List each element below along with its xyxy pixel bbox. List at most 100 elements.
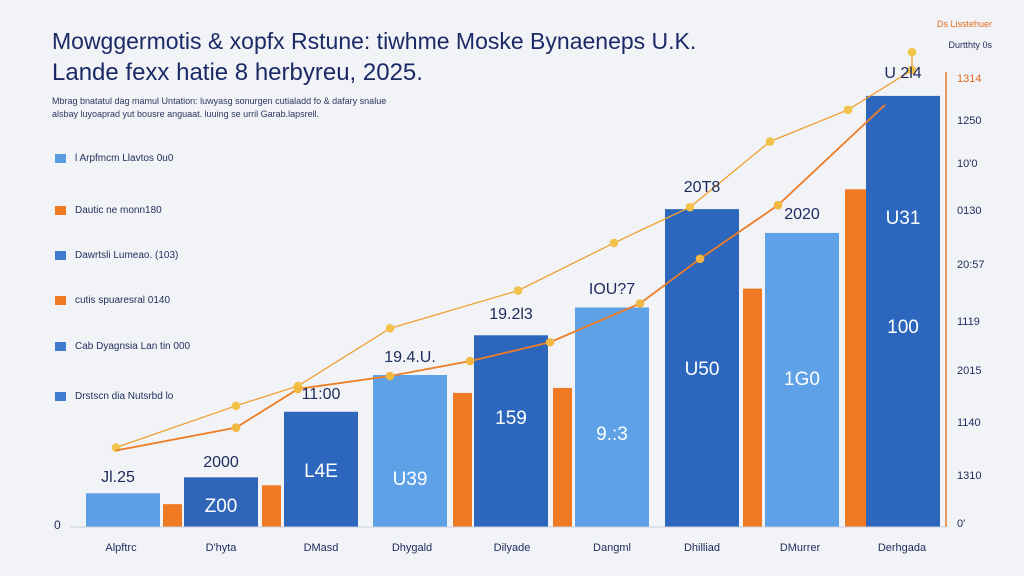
bar-7 <box>474 335 548 527</box>
legend-item: l Arpfmcm Llavtos 0u0 <box>55 150 173 166</box>
bar-value-label: U39 <box>393 469 428 490</box>
bar-8 <box>553 387 572 527</box>
bar-1 <box>163 504 182 527</box>
bar-value-label: 1G0 <box>784 369 820 390</box>
legend-label: Drstscn dia Nutsrbd lo <box>75 390 174 402</box>
legend-item: cutis spuaresral 0140 <box>55 292 170 308</box>
line-point <box>907 47 917 57</box>
x-tick-label: Alpftrc <box>105 542 137 554</box>
chart-subtitle: Lande fexx hatie 8 herbyreu, 2025. <box>52 59 423 86</box>
bar-value-label: 159 <box>495 408 527 429</box>
lines-layer <box>111 47 917 452</box>
bar-2 <box>184 477 258 527</box>
legend-item: Dautic ne monn180 <box>55 202 162 218</box>
line-point <box>907 65 917 75</box>
legend-label: l Arpfmcm Llavtos 0u0 <box>75 152 174 164</box>
y-right-tick-label: 20:57 <box>957 259 985 271</box>
line-point <box>765 137 775 146</box>
bar-value-label: 100 <box>887 317 919 338</box>
bar-value-label: U50 <box>685 359 720 380</box>
x-tick-label: DMurrer <box>780 542 821 554</box>
x-tick-label: D'hyta <box>206 542 238 554</box>
line-point <box>635 299 645 308</box>
bar-3 <box>262 485 281 527</box>
labels-layer: Z00 L4E U39 159 9.:3 U50 1G0 U31 100 Jl.25 2000 11:… <box>101 65 922 517</box>
legend-item: Cab Dyagnsia Lan tin 000 <box>55 338 190 354</box>
line-series-1 <box>115 104 886 452</box>
line-point <box>545 337 555 347</box>
bar-value-label: L4E <box>304 461 338 482</box>
line-point <box>609 238 619 248</box>
y-right-tick-label: 2015 <box>957 365 981 377</box>
line-point <box>773 200 783 210</box>
x-tick-label: Derhgada <box>878 542 927 554</box>
line-point <box>465 356 475 366</box>
bar-top-label: Jl.25 <box>101 469 135 486</box>
bar-6 <box>453 392 472 527</box>
legend-item: Drstscn dia Nutsrbd lo <box>55 388 173 404</box>
bar-14 <box>866 95 940 527</box>
line-point <box>231 401 241 411</box>
x-tick-label: DMasd <box>304 542 339 554</box>
legend-item: Dawrtsli Lumeao. (103) <box>55 247 178 263</box>
bar-top-label: 2000 <box>203 454 239 471</box>
line-point <box>513 286 523 295</box>
bar-9 <box>575 307 649 527</box>
right-legend-sub: Durtthty 0s <box>948 40 992 50</box>
description-line-2: alsbay luyoaprad yut bousre anguaat. luu… <box>52 109 320 119</box>
right-legend-top: Ds Lisstehuer <box>936 19 992 29</box>
y-right-tick-label: 1140 <box>957 417 981 429</box>
y-right-tick-label: 10'0 <box>957 158 977 170</box>
line-point <box>695 254 705 264</box>
bar-top-label: IOU?7 <box>589 281 635 298</box>
chart-description: Mbrag bnatatul dag mamul Untation: luwya… <box>52 95 492 121</box>
legend-swatch <box>55 391 66 401</box>
bar-13 <box>845 189 866 527</box>
y-right-tick-label: 1314 <box>957 73 981 85</box>
bar-11 <box>743 288 762 527</box>
line-point <box>293 384 303 394</box>
y-right-tick-label: 0130 <box>957 205 981 217</box>
y-right-tick-label: 1310 <box>957 470 981 482</box>
legend-swatch <box>55 153 66 163</box>
y-left-tick-label: 0 <box>54 518 61 532</box>
y-right-tick-label: 0' <box>957 518 965 530</box>
legend-label: Dautic ne monn180 <box>75 204 162 216</box>
line-point <box>385 324 395 333</box>
x-tick-label: Dilyade <box>494 542 531 554</box>
axes-layer: Alpftrc D'hyta DMasd Dhygald Dilyade Dangml Dh… <box>54 72 985 554</box>
chart-title: Mowggermotis & xopfx Rstune: tiwhme Mosk… <box>52 28 697 54</box>
line-point <box>385 371 395 381</box>
bar-5 <box>373 375 447 527</box>
legend-label: Dawrtsli Lumeao. (103) <box>75 249 179 261</box>
y-right-tick-label: 1119 <box>957 316 980 328</box>
bars-layer <box>86 95 940 527</box>
x-tick-label: Dangml <box>593 542 631 554</box>
line-point <box>685 202 695 212</box>
line-point <box>843 105 853 115</box>
bar-top-label: 20T8 <box>684 179 721 196</box>
right-legend: Ds Lisstehuer Durtthty 0s <box>937 14 992 56</box>
description-line-1: Mbrag bnatatul dag mamul Untation: luwya… <box>52 96 387 106</box>
bar-value-label: Z00 <box>205 496 238 517</box>
bar-12 <box>765 232 839 527</box>
legend-swatch <box>55 341 66 351</box>
legend-swatch <box>55 295 66 305</box>
bar-value-label: U31 <box>886 208 921 229</box>
bar-top-label: 2020 <box>784 206 820 223</box>
bar-4 <box>284 411 358 527</box>
bar-top-label: 19.2l3 <box>489 306 533 323</box>
bar-top-label: 19.4.U. <box>384 349 436 366</box>
y-right-tick-label: 1250 <box>957 115 981 127</box>
legend-label: cutis spuaresral 0140 <box>75 294 171 306</box>
x-tick-label: Dhygald <box>392 542 432 554</box>
x-tick-label: Dhilliad <box>684 542 720 554</box>
bar-value-label: 9.:3 <box>596 424 628 445</box>
legend-swatch <box>55 205 66 215</box>
legend-swatch <box>55 250 66 260</box>
bar-top-label: 11:00 <box>302 386 341 403</box>
bar-top-label: U 2l4 <box>884 65 921 82</box>
bar-0 <box>86 493 160 527</box>
legend-label: Cab Dyagnsia Lan tin 000 <box>75 340 191 352</box>
